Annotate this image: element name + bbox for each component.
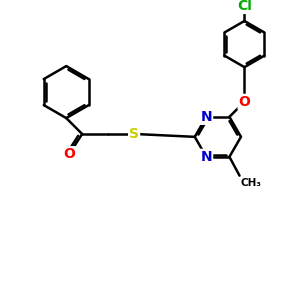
Text: N: N — [200, 110, 212, 124]
Text: CH₃: CH₃ — [241, 178, 262, 188]
Text: S: S — [129, 127, 139, 141]
Text: N: N — [200, 150, 212, 164]
Text: O: O — [238, 95, 250, 109]
Text: O: O — [63, 147, 75, 161]
Text: Cl: Cl — [237, 0, 252, 13]
